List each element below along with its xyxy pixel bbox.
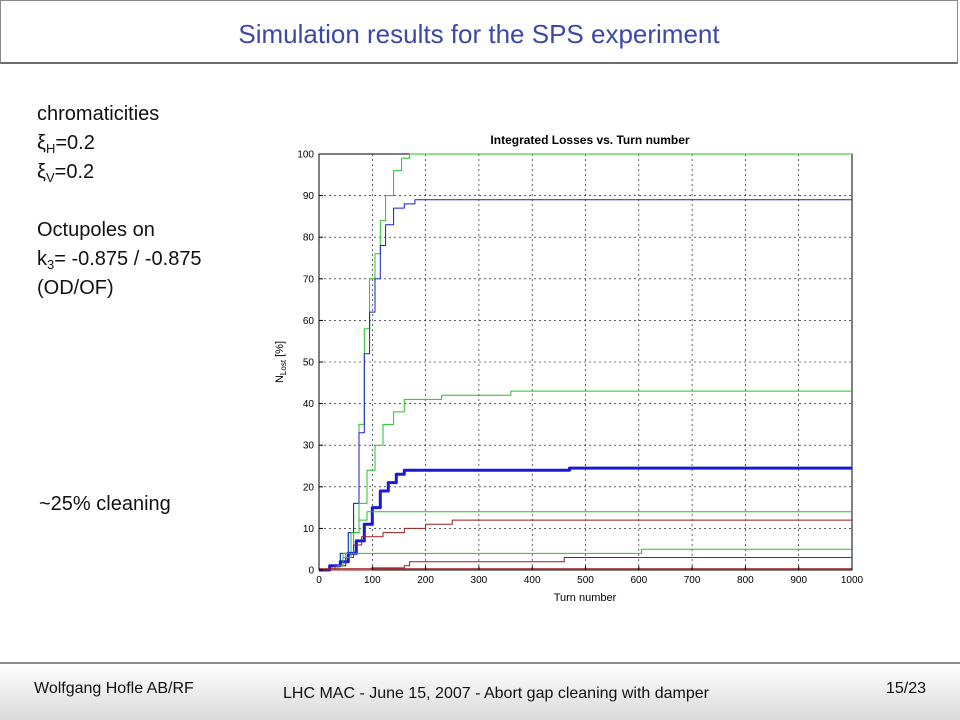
k-symbol: k [37,248,47,270]
title-bar: Simulation results for the SPS experimen… [0,0,958,64]
x-tick-label: 600 [630,575,647,586]
x-tick-label: 200 [417,575,434,586]
xi-v-subscript: V [45,170,55,185]
series-line-green [319,548,852,571]
losses-chart: Integrated Losses vs. Turn number 0 100 20… [274,133,864,604]
footer-author: Wolfgang Hofle AB/RF [34,680,194,697]
x-tick-label: 400 [524,575,541,586]
xi-h-value: =0.2 [55,132,95,154]
footer: Wolfgang Hofle AB/RF LHC MAC - June 15, … [0,662,960,720]
y-tick-label: 20 [303,482,315,493]
x-tick-label: 1000 [841,575,864,586]
k-subscript: 3 [47,257,55,272]
series-line-blue [319,466,852,572]
series-line-green [319,390,852,571]
xi-h-subscript: H [45,141,56,156]
x-tick-label: 700 [684,575,701,586]
xi-h-line: ξH=0.2 [37,129,202,158]
y-axis-label-unit: [%] [274,341,286,360]
cleaning-note: ~25% cleaning [39,493,171,515]
parameter-notes: chromaticities ξH=0.2 ξV=0.2 Octupoles o… [37,100,202,303]
xi-v-line: ξV=0.2 [37,158,202,187]
k3-line: k3= -0.875 / -0.875 [37,245,202,274]
axis-ticks: 0 100 200 300 400 500 600 700 800 900 1000 0 10 20 30 4… [297,150,863,587]
y-tick-label: 30 [303,441,315,452]
x-tick-label: 300 [471,575,488,586]
octupoles-label: Octupoles on [37,219,155,241]
x-tick-label: 900 [790,575,807,586]
y-axis-label-main: N [274,375,286,383]
y-tick-label: 60 [303,316,315,327]
k-value: = -0.875 / -0.875 [54,248,202,270]
y-tick-label: 0 [308,566,314,577]
chromaticities-label: chromaticities [37,103,160,125]
x-tick-label: 0 [316,575,322,586]
x-tick-label: 800 [737,575,754,586]
y-tick-label: 70 [303,274,315,285]
xi-symbol: ξ [37,161,46,183]
x-axis-label: Turn number [554,592,617,604]
y-axis-label: NLost [%] [274,341,288,383]
grid-lines [319,154,852,570]
series-line-red [319,519,852,571]
od-of-label: (OD/OF) [37,277,114,299]
xi-symbol: ξ [37,132,46,154]
x-tick-label: 500 [577,575,594,586]
slide-title: Simulation results for the SPS experimen… [238,19,720,49]
y-tick-label: 90 [303,191,315,202]
y-tick-label: 100 [297,150,314,161]
chart-title: Integrated Losses vs. Turn number [490,133,689,147]
series-lines [319,153,852,572]
footer-event: LHC MAC - June 15, 2007 - Abort gap clea… [283,685,710,702]
x-tick-label: 100 [364,575,381,586]
y-axis-label-sub: Lost [279,359,288,375]
xi-v-value: =0.2 [54,161,95,183]
y-tick-label: 10 [303,524,315,535]
y-tick-label: 40 [303,399,315,410]
y-tick-label: 80 [303,233,315,244]
footer-page-number: 15/23 [886,680,927,697]
y-tick-label: 50 [303,358,315,369]
